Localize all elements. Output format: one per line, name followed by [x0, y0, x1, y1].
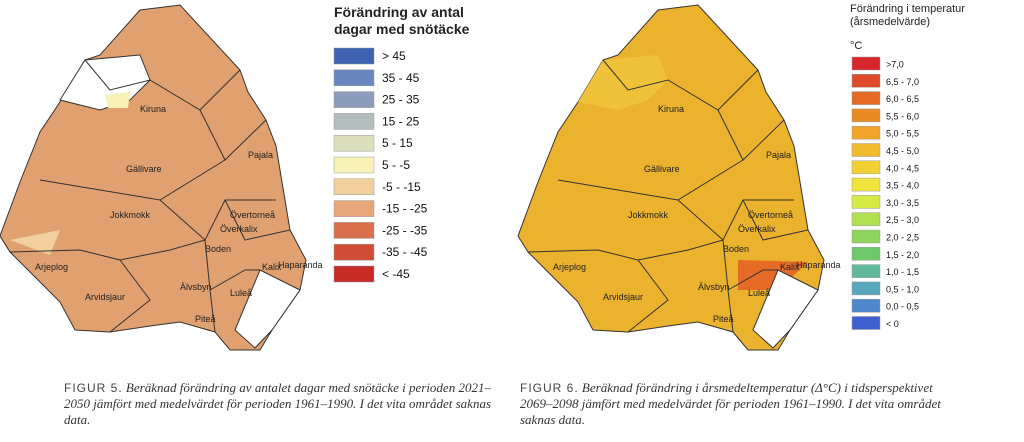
place-label: Jokkmokk	[628, 210, 669, 220]
legend-label: < 0	[886, 319, 899, 329]
map-temp	[517, 4, 825, 351]
legend-swatch	[851, 247, 881, 261]
place-label: Älvsbyn	[180, 282, 212, 292]
place-label: Älvsbyn	[698, 282, 730, 292]
legend-swatch	[851, 56, 881, 71]
legend-label: -5 - -15	[382, 180, 421, 194]
legend-swatch	[851, 281, 881, 296]
legend-label: 6,5 - 7,0	[886, 77, 919, 87]
place-label: Boden	[205, 244, 231, 254]
legend-swatch	[851, 91, 881, 105]
legend-swatch	[851, 195, 881, 209]
legend-swatch	[851, 298, 881, 313]
place-label: Pajala	[248, 150, 273, 160]
caption: FIGUR 6. Beräknad förändring i årsmedelt…	[520, 380, 950, 428]
place-label: Arjeplog	[35, 262, 68, 272]
place-label: Luleå	[748, 288, 770, 298]
place-label: Kalix	[262, 262, 282, 272]
legend-label: 5 - -5	[382, 158, 410, 172]
legend-label: 35 - 45	[382, 71, 420, 85]
legend-swatch	[851, 316, 881, 330]
caption-text: Beräknad förändring i årsmedeltemperatur…	[520, 380, 941, 427]
legend-label: 5,0 - 5,5	[886, 129, 919, 139]
legend-label: 25 - 35	[382, 93, 420, 107]
caption-text: Beräknad förändring av antalet dagar med…	[64, 380, 492, 427]
legend-swatch	[333, 134, 375, 152]
legend-label: >7,0	[886, 60, 904, 70]
legend-label: 3,0 - 3,5	[886, 198, 919, 208]
place-label: Arvidsjaur	[85, 292, 125, 302]
place-label: Haparanda	[278, 260, 323, 270]
legend-label: 3,5 - 4,0	[886, 181, 919, 191]
place-label: Överkalix	[738, 224, 776, 234]
legend-label: -15 - -25	[382, 202, 428, 216]
legend-swatch	[851, 264, 881, 278]
legend-label: 0,5 - 1,0	[886, 284, 919, 294]
place-label: Kiruna	[140, 104, 166, 114]
legend-label: 5 - 15	[382, 136, 413, 150]
legend-swatch	[333, 200, 375, 217]
legend-swatch	[333, 222, 375, 239]
legend-swatch	[333, 113, 375, 130]
legend-label: 5,5 - 6,0	[886, 111, 919, 121]
legend-label: < -45	[382, 267, 410, 281]
legend-swatch	[333, 178, 375, 196]
place-label: Övertorneå	[230, 210, 275, 220]
place-label: Arvidsjaur	[603, 292, 643, 302]
legend: >7,0 6,5 - 7,0 6,0 - 6,5 5,5 - 6,0 5,0 - 5,5…	[851, 56, 919, 330]
caption-label: FIGUR 6.	[520, 381, 579, 395]
place-label: Kalix	[780, 262, 800, 272]
place-label: Övertorneå	[748, 210, 793, 220]
place-labels: Kiruna Pajala Gällivare Jokkmokk Övertorneå Ö…	[553, 104, 841, 324]
legend-swatch	[851, 229, 881, 244]
legend-swatch	[851, 74, 881, 88]
place-labels: Kiruna Pajala Gällivare Jokkmokk Övertorneå Ö…	[35, 104, 323, 324]
legend-swatch	[333, 156, 375, 174]
place-label: Luleå	[230, 288, 252, 298]
legend-swatch	[851, 160, 881, 175]
place-label: Jokkmokk	[110, 210, 151, 220]
legend-label: 1,0 - 1,5	[886, 267, 919, 277]
legend-label: -35 - -45	[382, 245, 428, 259]
legend-swatch	[333, 69, 375, 87]
legend-label: 1,5 - 2,0	[886, 250, 919, 260]
place-label: Piteå	[713, 314, 734, 324]
legend-label: > 45	[382, 49, 406, 63]
place-label: Gällivare	[644, 164, 680, 174]
legend-swatch	[333, 47, 375, 65]
legend-swatch	[851, 125, 881, 140]
legend-swatch	[851, 177, 881, 192]
legend-swatch	[333, 243, 375, 261]
place-label: Överkalix	[220, 224, 258, 234]
legend-label: 2,5 - 3,0	[886, 215, 919, 225]
place-label: Arjeplog	[553, 262, 586, 272]
caption-label: FIGUR 5.	[64, 381, 123, 395]
place-label: Haparanda	[796, 260, 841, 270]
legend-swatch	[333, 91, 375, 108]
legend-title: Förändring i temperatur (årsmedelvärde)	[850, 3, 965, 28]
legend-swatch	[851, 143, 881, 157]
legend-swatch	[851, 212, 881, 226]
legend: > 45 35 - 45 25 - 35 15 - 25 5 - 15 5 - -5 -5 …	[333, 47, 428, 283]
legend-swatch	[333, 265, 375, 283]
caption: FIGUR 5. Beräknad förändring av antalet …	[64, 380, 494, 428]
legend-label: -25 - -35	[382, 223, 428, 237]
place-label: Piteå	[195, 314, 216, 324]
legend-label: 6,0 - 6,5	[886, 94, 919, 104]
place-label: Gällivare	[126, 164, 162, 174]
legend-label: 2,0 - 2,5	[886, 233, 919, 243]
place-label: Boden	[723, 244, 749, 254]
legend-label: 0,0 - 0,5	[886, 302, 919, 312]
place-label: Kiruna	[658, 104, 684, 114]
legend-title: Förändring av antal dagar med snötäcke	[334, 4, 470, 37]
legend-label: 15 - 25	[382, 114, 420, 128]
legend-label: 4,5 - 5,0	[886, 146, 919, 156]
legend-swatch	[851, 108, 881, 123]
legend-label: 4,0 - 4,5	[886, 163, 919, 173]
place-label: Pajala	[766, 150, 791, 160]
legend-unit: °C	[850, 40, 863, 52]
map-snow	[0, 4, 307, 351]
